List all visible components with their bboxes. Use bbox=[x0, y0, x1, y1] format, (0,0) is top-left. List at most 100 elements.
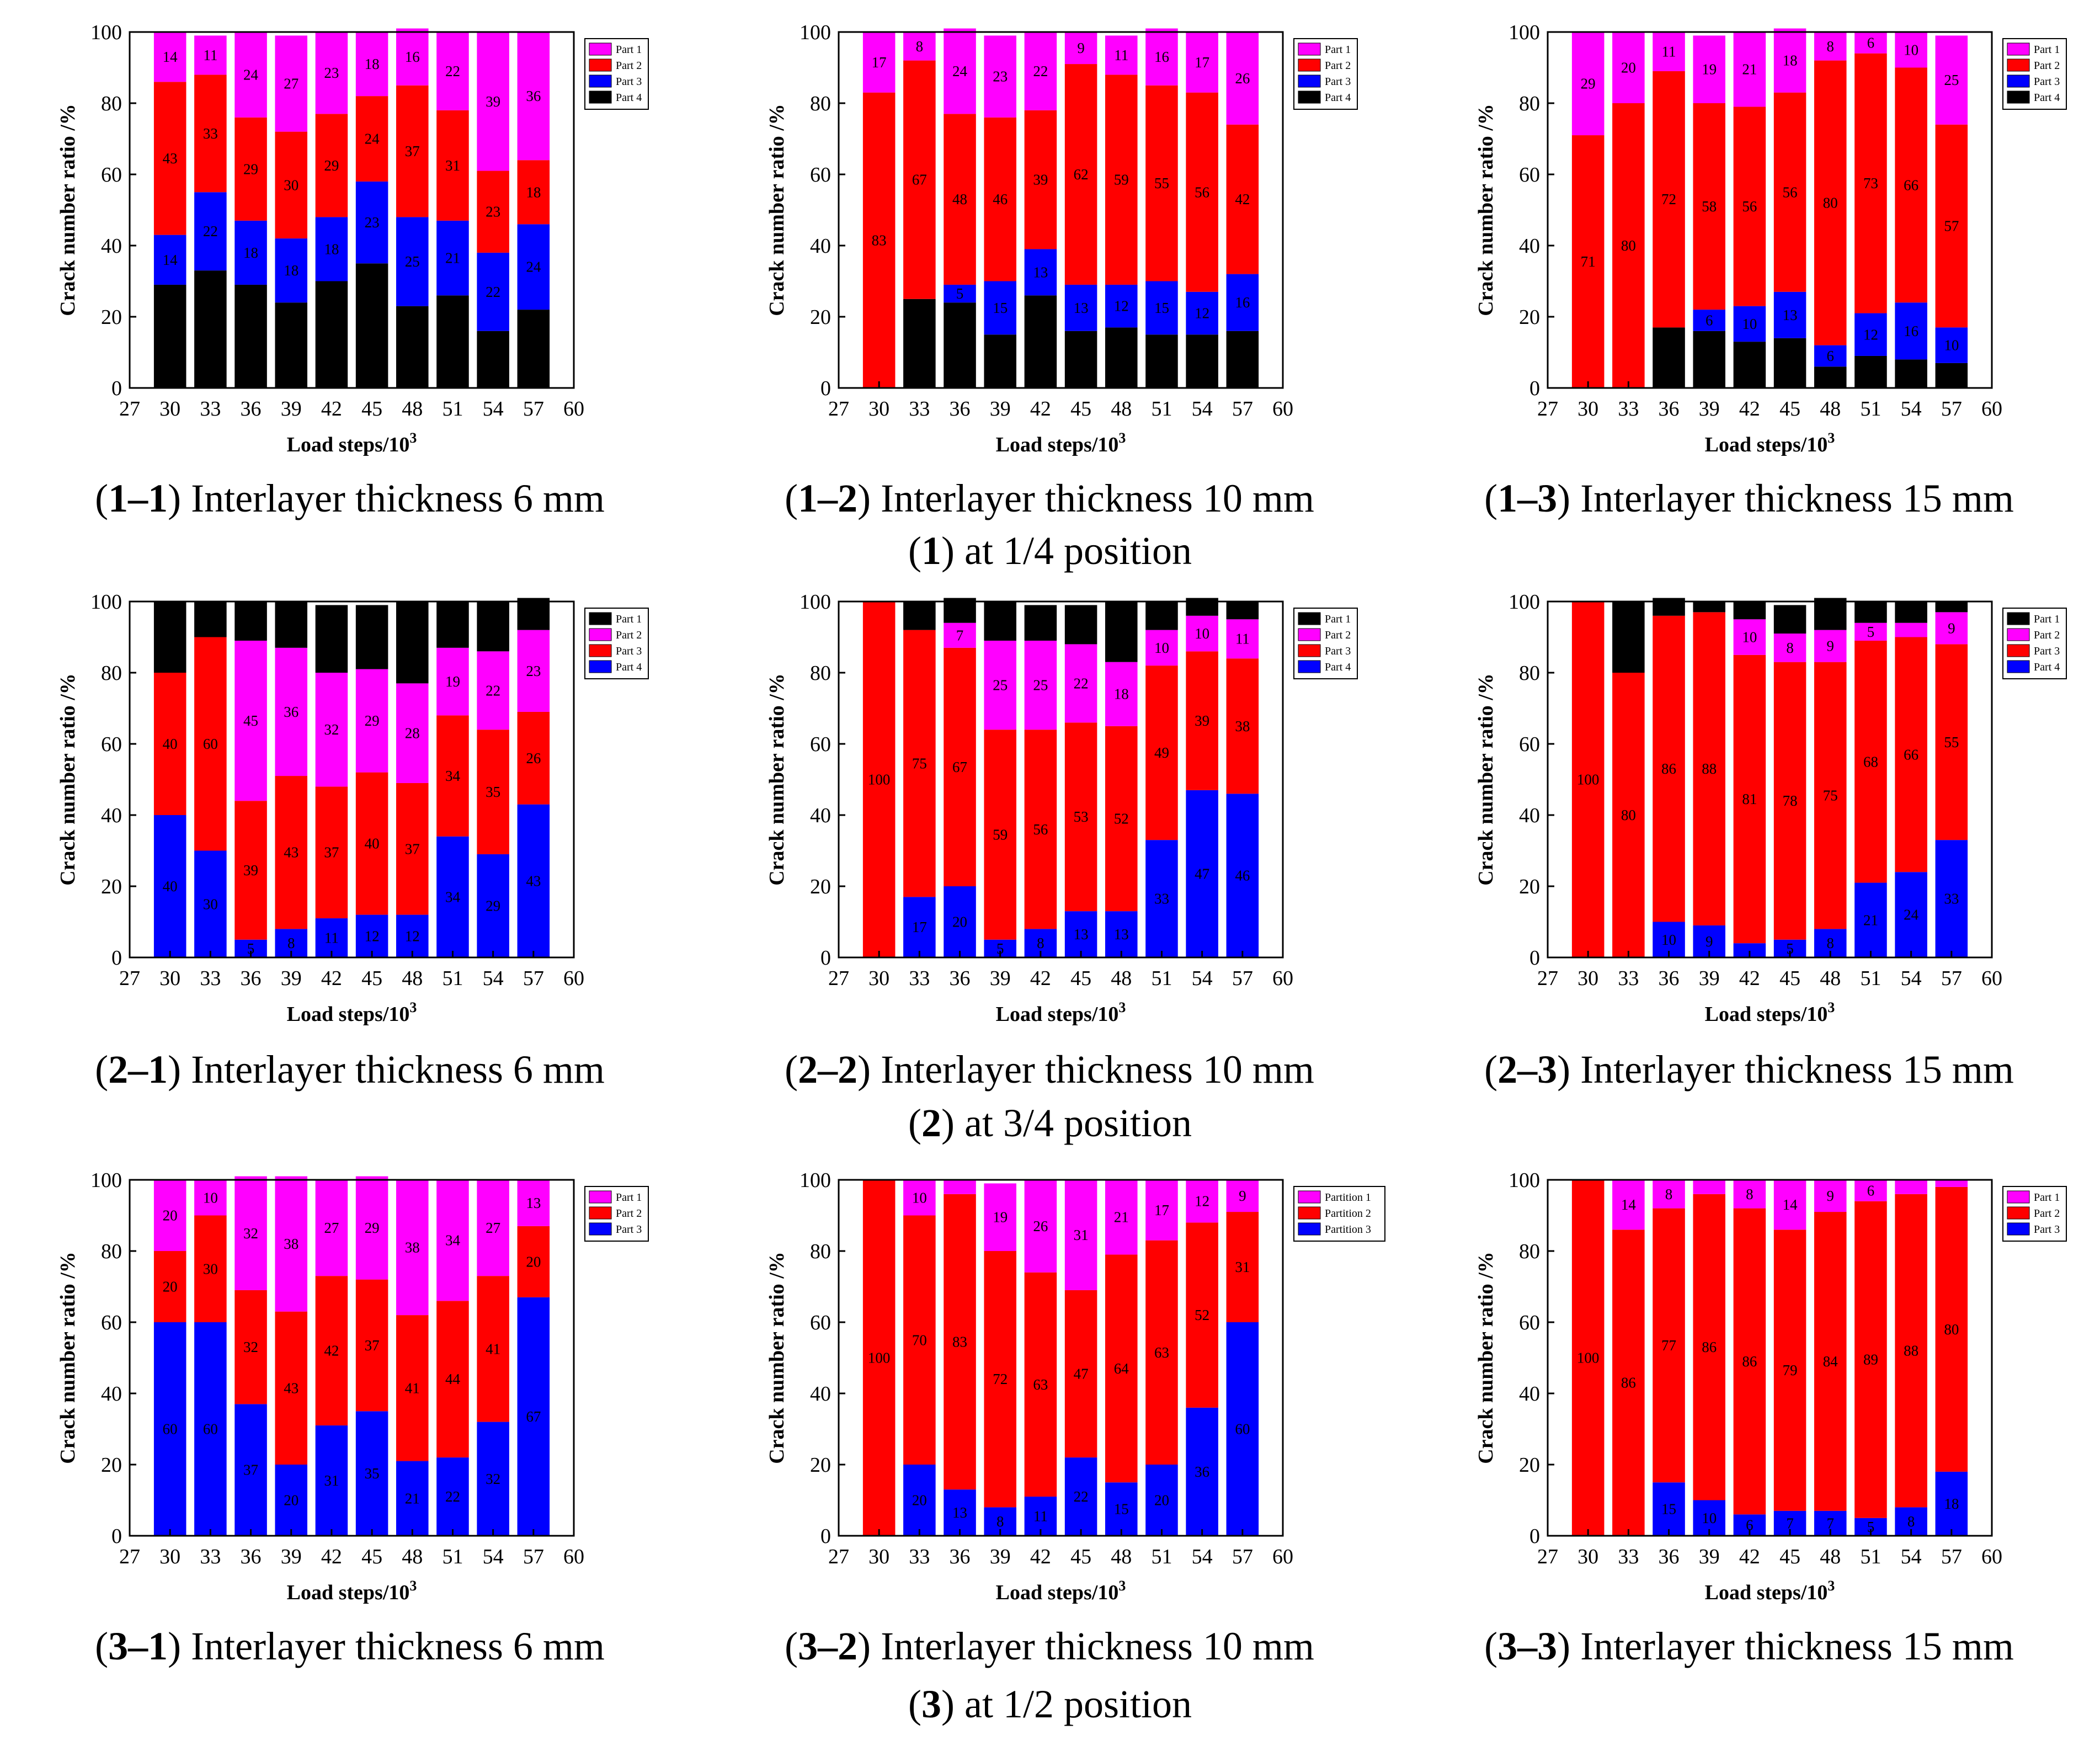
legend-label-part-1: Part 1 bbox=[1325, 44, 1351, 56]
bar-segment-part-2-x51 bbox=[1854, 53, 1887, 313]
bar-label-part-3-x30: 40 bbox=[163, 736, 178, 752]
bar-label-part-3-x51: 22 bbox=[445, 1488, 460, 1505]
bar-segment-part-3-x30 bbox=[153, 673, 186, 815]
bar-segment-part-3-x39 bbox=[1693, 310, 1725, 331]
bar-label-part-2-x45: 37 bbox=[365, 1337, 380, 1354]
bar-segment-part-1-x36 bbox=[1653, 32, 1685, 71]
bar-segment-part-1-x36 bbox=[234, 1176, 267, 1290]
y-tick-label: 0 bbox=[111, 1525, 122, 1548]
bar-segment-part-4-x33 bbox=[194, 270, 227, 388]
bar-segment-part-2-x51 bbox=[436, 647, 469, 716]
bar-segment-part-3-x54 bbox=[477, 1422, 509, 1536]
bar-label-part-4-x57: 16 bbox=[1235, 351, 1250, 368]
x-tick-label: 30 bbox=[159, 1545, 180, 1568]
y-tick-label: 40 bbox=[1519, 804, 1540, 827]
bar-label-part-3-x48: 21 bbox=[405, 1490, 420, 1507]
x-tick-label: 45 bbox=[1779, 967, 1800, 990]
bar-segment-part-1-x51 bbox=[436, 1180, 469, 1301]
y-axis-label: Crack number ratio /% bbox=[765, 673, 788, 886]
bar-label-part-2-x54: 66 bbox=[1904, 177, 1918, 193]
bar-segment-part-3-x57 bbox=[1935, 644, 1968, 840]
y-tick-label: 60 bbox=[810, 1311, 831, 1334]
legend-label-part-4: Part 4 bbox=[2034, 661, 2060, 673]
bar-segment-part-4-x36 bbox=[944, 886, 976, 957]
x-tick-label: 51 bbox=[1151, 1545, 1172, 1568]
bar-label-part-1-x39: 38 bbox=[284, 1236, 299, 1252]
bar-segment-part-1-x57 bbox=[1935, 35, 1968, 125]
x-tick-label: 30 bbox=[1577, 967, 1598, 990]
legend-label-part-1: Part 1 bbox=[2034, 44, 2060, 56]
bar-label-part-2-x54: 22 bbox=[486, 682, 500, 699]
bar-label-part-3-x45: 13 bbox=[1074, 300, 1089, 316]
bar-label-partition-1-x57: 9 bbox=[1239, 1188, 1246, 1204]
bar-label-part-4-x45: 13 bbox=[1074, 926, 1089, 943]
bar-segment-part-1-x42 bbox=[1733, 1180, 1766, 1209]
bar-segment-partition-3-x45 bbox=[1064, 1457, 1097, 1536]
legend-swatch-part-3 bbox=[589, 644, 612, 657]
x-tick-label: 42 bbox=[1739, 397, 1760, 421]
bar-label-part-2-x42: 56 bbox=[1742, 198, 1757, 215]
bar-label-part-1-x48: 11 bbox=[1114, 47, 1128, 63]
x-tick-label: 48 bbox=[402, 967, 423, 990]
bar-label-part-3-x54: 35 bbox=[486, 784, 500, 800]
bar-segment-part-3-x48 bbox=[1814, 345, 1847, 367]
bar-segment-part-3-x48 bbox=[1105, 726, 1138, 912]
x-tick-label: 30 bbox=[159, 397, 180, 421]
x-tick-label: 60 bbox=[563, 967, 584, 990]
bar-label-part-1-x39: 13 bbox=[284, 616, 299, 633]
bar-segment-partition-2-x51 bbox=[1145, 1240, 1178, 1465]
bar-segment-part-1-x33 bbox=[194, 602, 227, 637]
bar-label-part-3-x57: 67 bbox=[526, 1408, 541, 1425]
bar-segment-part-2-x45 bbox=[355, 96, 388, 182]
bar-segment-part-4-x39 bbox=[984, 334, 1016, 388]
legend-label-part-2: Part 2 bbox=[616, 629, 642, 641]
legend-label-partition-1: Partition 1 bbox=[1325, 1191, 1371, 1204]
bar-segment-part-3-x42 bbox=[1024, 730, 1057, 929]
bar-segment-part-3-x45 bbox=[1773, 662, 1806, 940]
legend: Part 1 Part 2 Part 3 bbox=[2002, 1186, 2067, 1242]
bar-label-part-1-x45: 18 bbox=[365, 56, 380, 72]
x-tick-label: 42 bbox=[1030, 397, 1051, 421]
bar-segment-part-3-x39 bbox=[1693, 612, 1725, 925]
bar-label-part-2-x42: 86 bbox=[1742, 1353, 1757, 1370]
legend-label-part-1: Part 1 bbox=[616, 44, 642, 56]
legend-label-part-1: Part 1 bbox=[616, 1191, 642, 1204]
x-tick-label: 27 bbox=[119, 397, 140, 421]
bar-segment-part-2-x39 bbox=[1693, 1194, 1725, 1500]
bar-segment-part-2-x33 bbox=[903, 60, 936, 299]
y-tick-label: 80 bbox=[810, 662, 831, 685]
bar-segment-part-1-x51 bbox=[1854, 32, 1887, 54]
bar-label-part-2-x45: 62 bbox=[1074, 166, 1089, 183]
bar-label-part-1-x45: 29 bbox=[365, 1220, 380, 1236]
y-tick-label: 80 bbox=[101, 1240, 122, 1263]
bar-segment-part-1-x30 bbox=[153, 1180, 186, 1251]
bar-label-part-3-x42: 81 bbox=[1742, 791, 1757, 807]
bar-label-part-1-x42: 27 bbox=[324, 1220, 339, 1236]
bar-label-part-3-x30: 100 bbox=[1577, 771, 1600, 788]
x-tick-label: 27 bbox=[828, 967, 849, 990]
bar-label-part-1-x54: 5 bbox=[1198, 599, 1206, 615]
bar-label-part-1-x54: 6 bbox=[1907, 604, 1915, 620]
bar-label-part-1-x42: 5 bbox=[1746, 602, 1753, 619]
bar-segment-part-1-x39 bbox=[984, 35, 1016, 118]
bar-label-part-2-x39: 30 bbox=[284, 177, 299, 193]
bar-label-part-2-x57: 20 bbox=[526, 1253, 541, 1270]
bar-segment-part-3-x57 bbox=[517, 711, 550, 805]
bar-segment-part-3-x33 bbox=[194, 1322, 227, 1536]
bar-label-part-3-x39: 59 bbox=[993, 826, 1008, 843]
bar-label-part-1-x36: 11 bbox=[244, 613, 258, 629]
bar-label-part-3-x57: 26 bbox=[526, 750, 541, 767]
bar-segment-part-2-x33 bbox=[1612, 103, 1645, 388]
y-tick-label: 60 bbox=[1519, 733, 1540, 756]
bar-label-part-4-x48: 8 bbox=[1827, 935, 1835, 951]
bar-label-part-2-x54: 88 bbox=[1904, 1343, 1918, 1359]
x-tick-label: 48 bbox=[1111, 397, 1132, 421]
y-axis-label: Crack number ratio /% bbox=[56, 673, 79, 886]
bar-label-partition-1-x51: 17 bbox=[1154, 1202, 1169, 1218]
y-tick-label: 40 bbox=[810, 804, 831, 827]
bar-label-part-1-x30: 20 bbox=[163, 1207, 178, 1224]
legend: Part 1 Part 2 Part 3 Part 4 bbox=[584, 608, 649, 679]
bar-segment-part-2-x36 bbox=[1653, 1208, 1685, 1483]
bar-label-part-3-x30: 100 bbox=[868, 771, 891, 788]
x-tick-label: 60 bbox=[1272, 967, 1293, 990]
